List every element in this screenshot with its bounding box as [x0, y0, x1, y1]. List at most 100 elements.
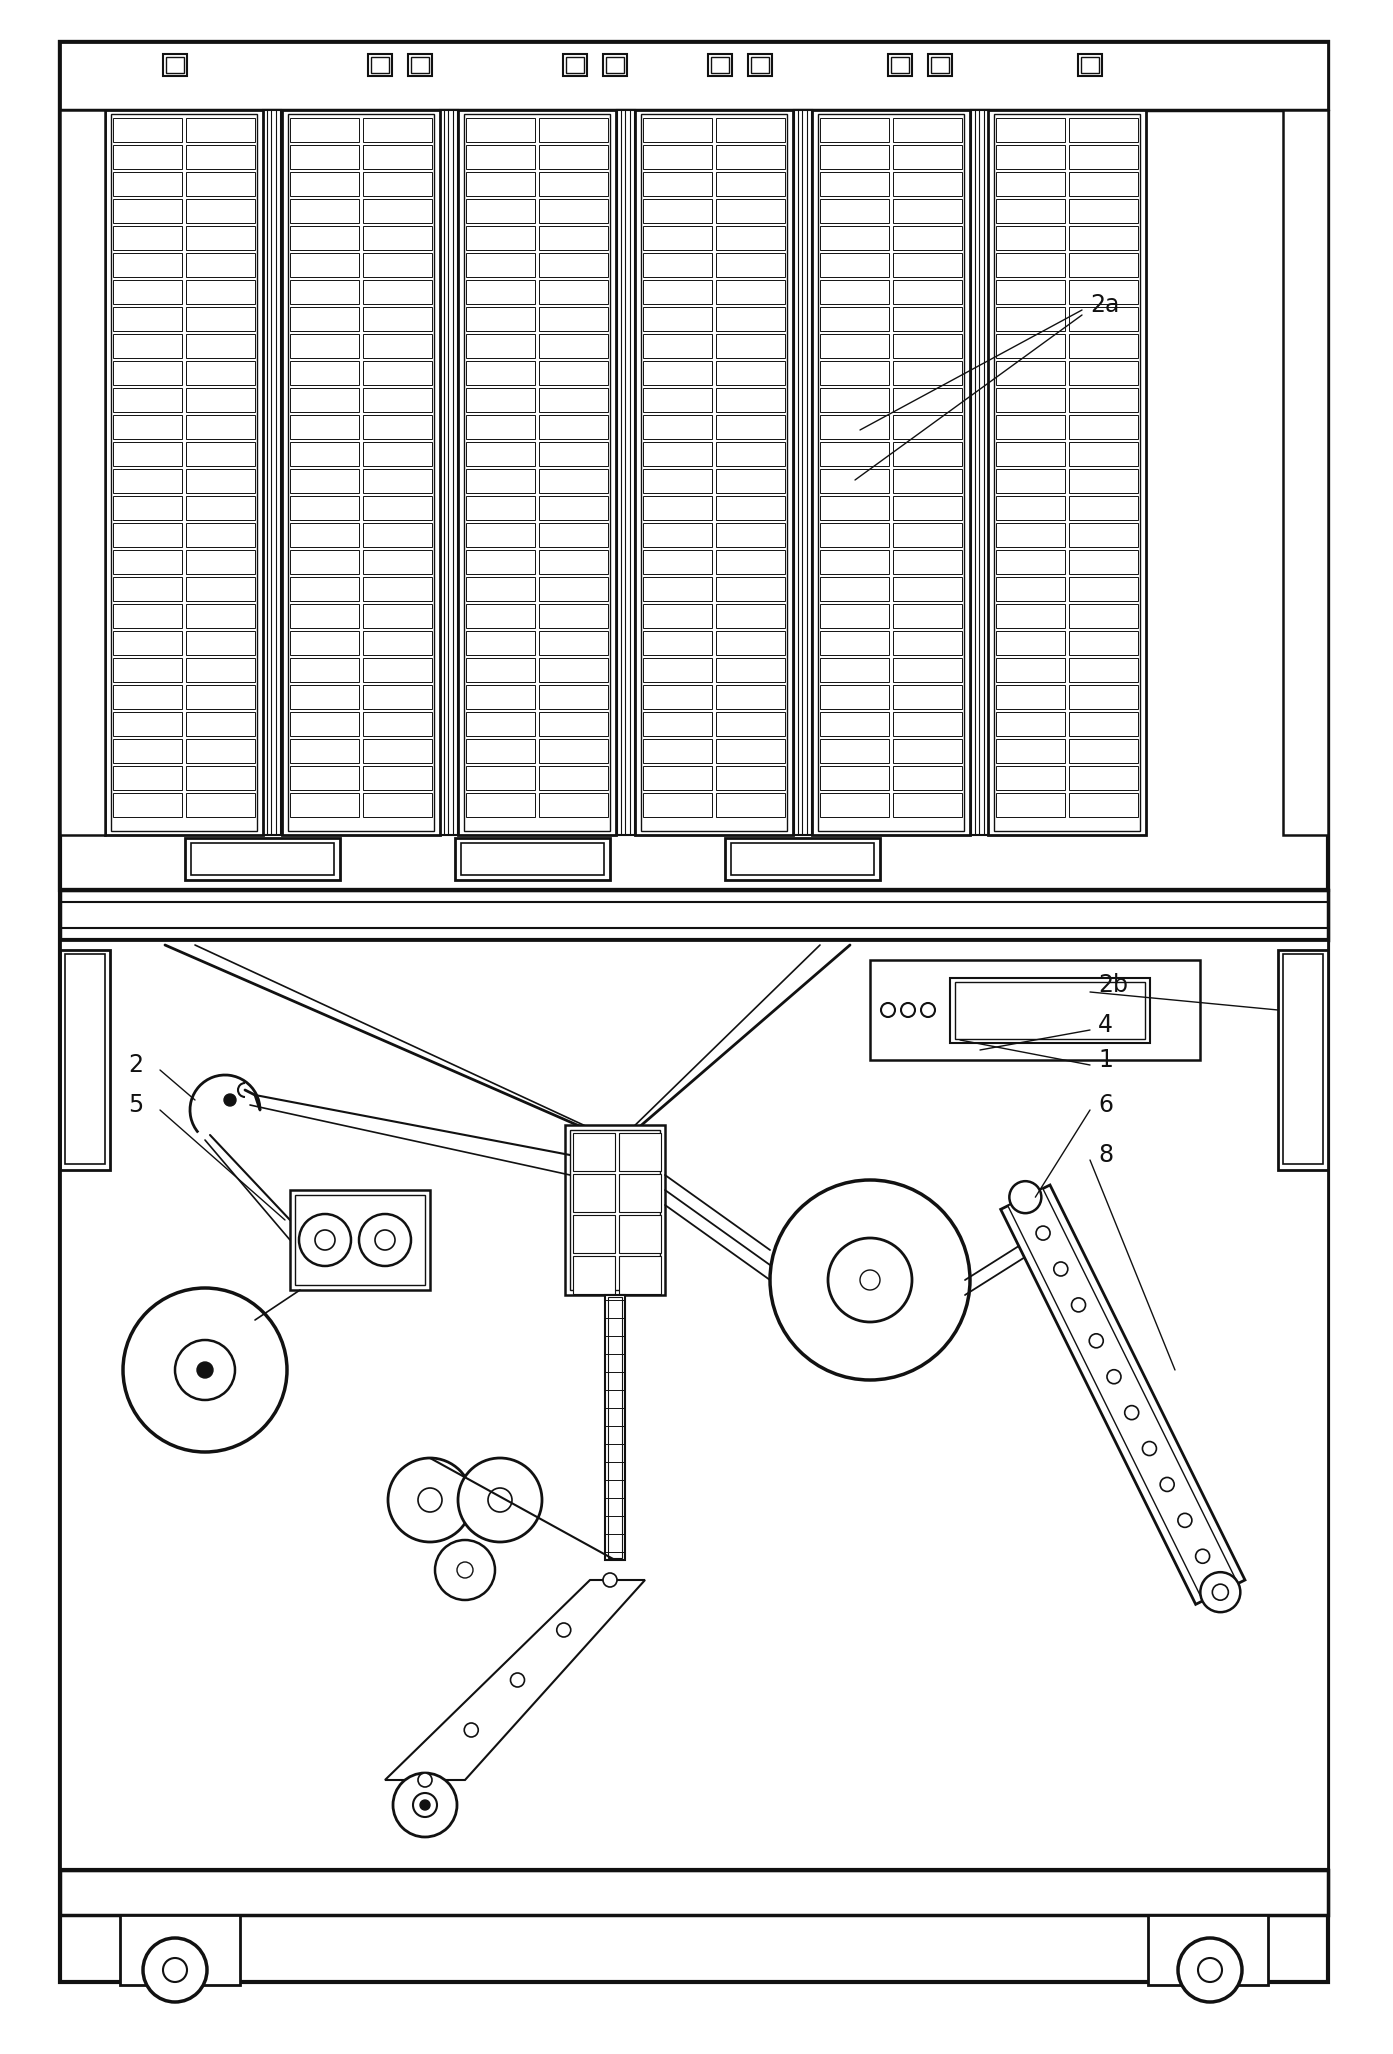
- Bar: [539, 495, 607, 520]
- Text: 2: 2: [128, 1054, 143, 1076]
- Bar: [539, 362, 607, 384]
- Bar: [716, 713, 786, 735]
- Bar: [644, 199, 712, 224]
- Bar: [893, 415, 963, 440]
- Bar: [290, 199, 359, 224]
- Polygon shape: [1009, 1189, 1238, 1600]
- Bar: [1068, 793, 1138, 817]
- Bar: [716, 793, 786, 817]
- Bar: [364, 684, 432, 709]
- Bar: [187, 766, 255, 791]
- Bar: [716, 335, 786, 357]
- Bar: [539, 577, 607, 602]
- Bar: [644, 577, 712, 602]
- Bar: [605, 1294, 625, 1559]
- Bar: [364, 199, 432, 224]
- Circle shape: [412, 1793, 437, 1818]
- Circle shape: [1053, 1261, 1068, 1276]
- Bar: [644, 279, 712, 304]
- Bar: [893, 550, 963, 573]
- Bar: [187, 388, 255, 413]
- Bar: [290, 388, 359, 413]
- Bar: [290, 631, 359, 655]
- Circle shape: [435, 1540, 495, 1600]
- Bar: [290, 117, 359, 142]
- Bar: [187, 253, 255, 277]
- Circle shape: [359, 1214, 411, 1265]
- Bar: [716, 117, 786, 142]
- Bar: [60, 111, 104, 836]
- Bar: [187, 577, 255, 602]
- Bar: [187, 173, 255, 195]
- Circle shape: [510, 1674, 525, 1686]
- Bar: [893, 793, 963, 817]
- Bar: [364, 604, 432, 629]
- Bar: [113, 524, 182, 546]
- Bar: [716, 631, 786, 655]
- Bar: [290, 468, 359, 493]
- Bar: [820, 362, 889, 384]
- Bar: [893, 739, 963, 762]
- Bar: [104, 111, 263, 836]
- Bar: [467, 199, 535, 224]
- Bar: [187, 495, 255, 520]
- Bar: [1068, 335, 1138, 357]
- Bar: [573, 1134, 614, 1171]
- Bar: [364, 117, 432, 142]
- Circle shape: [557, 1623, 571, 1637]
- Bar: [996, 362, 1066, 384]
- Bar: [716, 226, 786, 251]
- Bar: [364, 362, 432, 384]
- Circle shape: [603, 1573, 617, 1588]
- Circle shape: [196, 1362, 213, 1378]
- Bar: [893, 495, 963, 520]
- Bar: [820, 684, 889, 709]
- Bar: [996, 117, 1066, 142]
- Bar: [364, 577, 432, 602]
- Bar: [708, 53, 731, 76]
- Bar: [191, 842, 334, 875]
- Bar: [113, 146, 182, 168]
- Bar: [467, 117, 535, 142]
- Bar: [820, 631, 889, 655]
- Bar: [1081, 58, 1099, 74]
- Bar: [716, 604, 786, 629]
- Bar: [113, 253, 182, 277]
- Bar: [644, 468, 712, 493]
- Bar: [113, 388, 182, 413]
- Text: 4: 4: [1098, 1013, 1113, 1037]
- Bar: [113, 766, 182, 791]
- Bar: [290, 253, 359, 277]
- Bar: [290, 415, 359, 440]
- Bar: [113, 468, 182, 493]
- Bar: [467, 306, 535, 331]
- Bar: [539, 279, 607, 304]
- Bar: [996, 604, 1066, 629]
- Bar: [566, 58, 584, 74]
- Circle shape: [1201, 1571, 1240, 1612]
- Bar: [371, 58, 389, 74]
- Bar: [364, 631, 432, 655]
- Bar: [996, 577, 1066, 602]
- Bar: [1078, 53, 1102, 76]
- Bar: [644, 442, 712, 466]
- Bar: [1068, 226, 1138, 251]
- Bar: [467, 415, 535, 440]
- Bar: [113, 604, 182, 629]
- Bar: [113, 226, 182, 251]
- Bar: [1068, 146, 1138, 168]
- Bar: [368, 53, 391, 76]
- Bar: [995, 115, 1139, 832]
- Bar: [187, 713, 255, 735]
- Bar: [187, 362, 255, 384]
- Bar: [716, 550, 786, 573]
- Bar: [812, 111, 970, 836]
- Bar: [467, 577, 535, 602]
- Bar: [187, 335, 255, 357]
- Bar: [820, 306, 889, 331]
- Bar: [187, 199, 255, 224]
- Bar: [871, 959, 1199, 1060]
- Bar: [644, 253, 712, 277]
- Bar: [618, 1216, 662, 1253]
- Bar: [644, 173, 712, 195]
